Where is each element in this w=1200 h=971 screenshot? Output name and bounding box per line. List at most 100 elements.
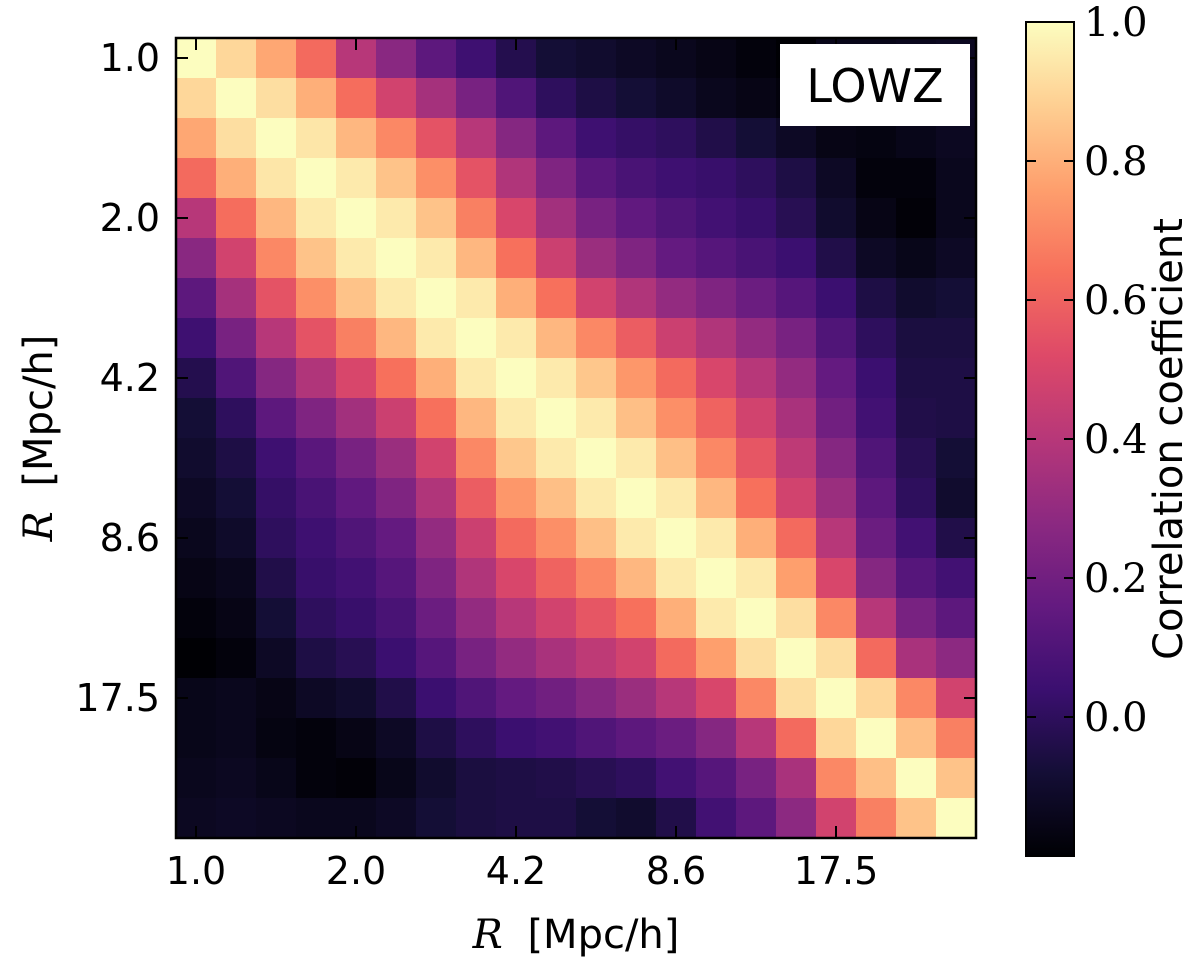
- heatmap-cell: [456, 158, 497, 199]
- heatmap-cell: [776, 238, 817, 279]
- heatmap-cell: [536, 718, 577, 759]
- y-axis-label: R [Mpc/h]: [16, 335, 62, 543]
- heatmap-cell: [736, 598, 777, 639]
- heatmap-cell: [536, 478, 577, 519]
- heatmap-cell: [736, 758, 777, 799]
- heatmap-cell: [576, 638, 617, 679]
- heatmap-cell: [936, 758, 977, 799]
- heatmap-cell: [576, 518, 617, 559]
- heatmap-cell: [456, 398, 497, 439]
- heatmap-cell: [936, 398, 977, 439]
- heatmap-cell: [696, 638, 737, 679]
- heatmap-cell: [616, 598, 657, 639]
- heatmap-cell: [456, 718, 497, 759]
- heatmap-cell: [896, 718, 937, 759]
- dataset-tag: LOWZ: [806, 59, 943, 113]
- heatmap-cell: [536, 118, 577, 159]
- heatmap-cell: [496, 598, 537, 639]
- heatmap-cell: [576, 478, 617, 519]
- heatmap-cell: [496, 678, 537, 719]
- heatmap-cell: [896, 318, 937, 359]
- heatmap-cell: [576, 678, 617, 719]
- heatmap-cell: [656, 78, 697, 119]
- y-tick-label: 1.0: [100, 36, 160, 80]
- heatmap-cell: [336, 598, 377, 639]
- heatmap-cell: [296, 438, 337, 479]
- heatmap-cell: [216, 758, 257, 799]
- heatmap-cell: [936, 638, 977, 679]
- heatmap-cell: [256, 638, 297, 679]
- heatmap-cell: [616, 558, 657, 599]
- heatmap-cell: [816, 718, 857, 759]
- heatmap-cell: [616, 278, 657, 319]
- heatmap-cell: [896, 518, 937, 559]
- heatmap-cell: [456, 678, 497, 719]
- heatmap-cell: [296, 758, 337, 799]
- heatmap-cell: [496, 78, 537, 119]
- heatmap-cell: [536, 198, 577, 239]
- heatmap-cell: [416, 478, 457, 519]
- heatmap-cell: [656, 638, 697, 679]
- heatmap-cell: [536, 278, 577, 319]
- heatmap-cell: [816, 158, 857, 199]
- heatmap-cell: [736, 558, 777, 599]
- heatmap-cell: [776, 598, 817, 639]
- heatmap-cell: [896, 558, 937, 599]
- heatmap-cell: [576, 398, 617, 439]
- heatmap-cell: [336, 318, 377, 359]
- x-tick-label: 17.5: [794, 849, 879, 893]
- heatmap-cell: [656, 678, 697, 719]
- heatmap-cell: [776, 718, 817, 759]
- heatmap-cell: [416, 398, 457, 439]
- heatmap-cell: [736, 38, 777, 79]
- heatmap-cell: [336, 718, 377, 759]
- y-axis-var: R: [16, 511, 62, 542]
- heatmap-cell: [656, 758, 697, 799]
- heatmap-cell: [376, 678, 417, 719]
- heatmap-cell: [616, 358, 657, 399]
- heatmap-cell: [936, 558, 977, 599]
- heatmap-cell: [536, 798, 577, 839]
- heatmap-cell: [896, 758, 937, 799]
- heatmap-cell: [576, 158, 617, 199]
- heatmap-cell: [176, 478, 217, 519]
- heatmap-cell: [936, 318, 977, 359]
- heatmap-cell: [256, 758, 297, 799]
- heatmap-cell: [176, 118, 217, 159]
- heatmap-cell: [736, 318, 777, 359]
- heatmap-cell: [376, 558, 417, 599]
- heatmap-cell: [856, 318, 897, 359]
- heatmap-cells: [176, 38, 977, 839]
- heatmap-cell: [456, 478, 497, 519]
- heatmap-cell: [896, 638, 937, 679]
- heatmap-cell: [936, 598, 977, 639]
- colorbar-tick-label: 0.0: [1084, 695, 1148, 741]
- heatmap-cell: [376, 358, 417, 399]
- x-axis-var: R: [472, 912, 503, 958]
- heatmap-cell: [776, 278, 817, 319]
- heatmap-cell: [296, 718, 337, 759]
- heatmap-cell: [376, 318, 417, 359]
- heatmap-cell: [456, 278, 497, 319]
- heatmap-cell: [616, 478, 657, 519]
- x-axis-unit: [Mpc/h]: [527, 912, 679, 958]
- heatmap-cell: [496, 638, 537, 679]
- heatmap-cell: [296, 38, 337, 79]
- heatmap-cell: [696, 718, 737, 759]
- heatmap-cell: [616, 758, 657, 799]
- heatmap-cell: [336, 158, 377, 199]
- x-tick-label: 2.0: [326, 849, 386, 893]
- heatmap-cell: [496, 278, 537, 319]
- heatmap-cell: [376, 518, 417, 559]
- heatmap-cell: [416, 278, 457, 319]
- heatmap-cell: [616, 398, 657, 439]
- heatmap-cell: [536, 318, 577, 359]
- heatmap-cell: [736, 638, 777, 679]
- colorbar-tick-label: 1.0: [1084, 0, 1148, 46]
- heatmap-cell: [256, 718, 297, 759]
- heatmap-cell: [296, 798, 337, 839]
- heatmap-cell: [656, 398, 697, 439]
- heatmap-cell: [256, 78, 297, 119]
- heatmap-cell: [496, 438, 537, 479]
- heatmap-cell: [456, 318, 497, 359]
